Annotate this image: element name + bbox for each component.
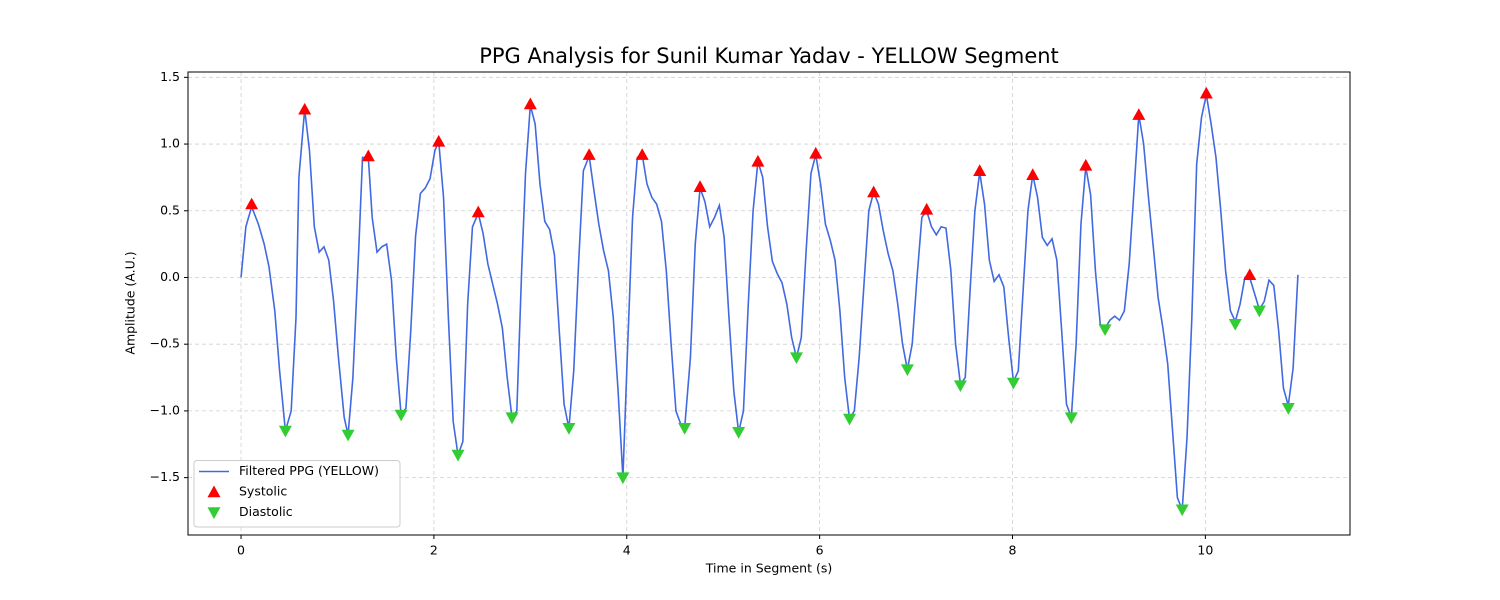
systolic-marker <box>635 148 649 160</box>
systolic-marker <box>1079 158 1093 171</box>
x-tick-label: 6 <box>816 543 824 558</box>
systolic-marker <box>867 185 881 198</box>
systolic-marker <box>1132 108 1146 120</box>
systolic-marker <box>523 97 537 110</box>
x-tick-label: 0 <box>237 543 245 558</box>
diastolic-marker <box>1252 305 1266 318</box>
x-tick-label: 4 <box>623 543 631 558</box>
x-tick-label: 8 <box>1009 543 1017 558</box>
y-tick-label: −1.5 <box>150 469 180 484</box>
systolic-marker <box>1199 86 1213 99</box>
diastolic-marker <box>678 423 692 435</box>
diastolic-marker <box>1064 412 1078 425</box>
diastolic-marker <box>1175 504 1189 517</box>
diastolic-marker <box>1228 318 1242 331</box>
systolic-marker <box>1026 168 1040 180</box>
systolic-marker <box>361 149 375 162</box>
diastolic-marker <box>394 409 408 422</box>
systolic-marker <box>809 146 823 159</box>
systolic-marker <box>693 180 707 192</box>
systolic-marker <box>432 134 446 147</box>
diastolic-marker <box>505 412 519 425</box>
systolic-marker <box>582 148 596 160</box>
y-tick-label: 1.5 <box>160 69 180 84</box>
y-tick-label: 0.5 <box>160 202 180 217</box>
systolic-marker <box>1243 268 1257 281</box>
y-tick-label: 1.0 <box>160 136 180 151</box>
diastolic-marker <box>789 352 803 365</box>
legend-box <box>193 460 401 528</box>
x-axis-label: Time in Segment (s) <box>705 561 832 576</box>
systolic-marker <box>973 164 987 176</box>
y-tick-label: 0.0 <box>160 269 180 284</box>
x-tick-label: 2 <box>430 543 438 558</box>
diastolic-marker <box>341 429 355 442</box>
diastolic-marker <box>953 380 967 393</box>
diastolic-marker <box>1281 403 1295 415</box>
legend-label: Systolic <box>239 484 287 499</box>
systolic-marker <box>298 102 312 115</box>
legend-marker <box>207 485 221 498</box>
signal-line <box>240 94 1299 510</box>
plot-frame <box>187 71 1351 536</box>
systolic-marker <box>920 202 934 215</box>
diastolic-marker <box>616 472 630 485</box>
diastolic-marker <box>562 423 576 435</box>
diastolic-marker <box>843 413 857 426</box>
diastolic-marker <box>1098 324 1112 337</box>
systolic-marker <box>245 197 259 210</box>
systolic-marker <box>751 154 765 167</box>
y-tick-label: −0.5 <box>150 336 180 351</box>
diastolic-marker <box>732 427 746 439</box>
legend-label: Filtered PPG (YELLOW) <box>239 463 379 478</box>
diastolic-marker <box>278 425 292 438</box>
legend-label: Diastolic <box>239 504 293 519</box>
y-tick-label: −1.0 <box>150 402 180 417</box>
y-axis-label: Amplitude (A.U.) <box>123 251 138 354</box>
systolic-marker <box>471 205 485 218</box>
diastolic-marker <box>451 449 465 462</box>
diastolic-marker <box>900 364 914 377</box>
diastolic-marker <box>1006 377 1020 390</box>
x-tick-label: 10 <box>1197 543 1213 558</box>
legend-marker <box>207 507 221 519</box>
chart-title: PPG Analysis for Sunil Kumar Yadav - YEL… <box>479 44 1059 68</box>
